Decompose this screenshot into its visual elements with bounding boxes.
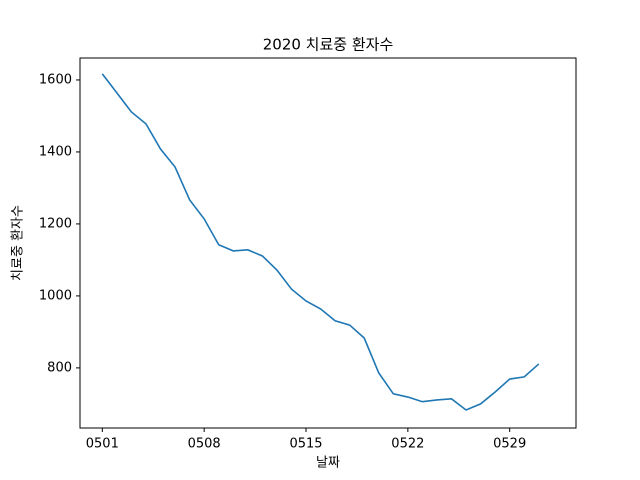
plot-area <box>79 57 577 429</box>
x-axis-label: 날짜 <box>316 456 340 471</box>
chart-title: 2020 치료중 환자수 <box>263 36 394 54</box>
y-tick-label: 1600 <box>39 72 72 87</box>
y-tick-label: 800 <box>47 360 72 375</box>
x-tick-label: 0501 <box>86 437 119 452</box>
x-tick-label: 0515 <box>289 437 322 452</box>
x-tick-label: 0529 <box>493 437 526 452</box>
y-axis-label: 치료중 환자수 <box>11 205 26 281</box>
line-series <box>101 73 540 411</box>
y-tick-label: 1400 <box>39 144 72 159</box>
y-tick-label: 1000 <box>39 288 72 303</box>
y-tick-label: 1200 <box>39 216 72 231</box>
x-tick-label: 0522 <box>391 437 424 452</box>
x-tick-label: 0508 <box>188 437 221 452</box>
